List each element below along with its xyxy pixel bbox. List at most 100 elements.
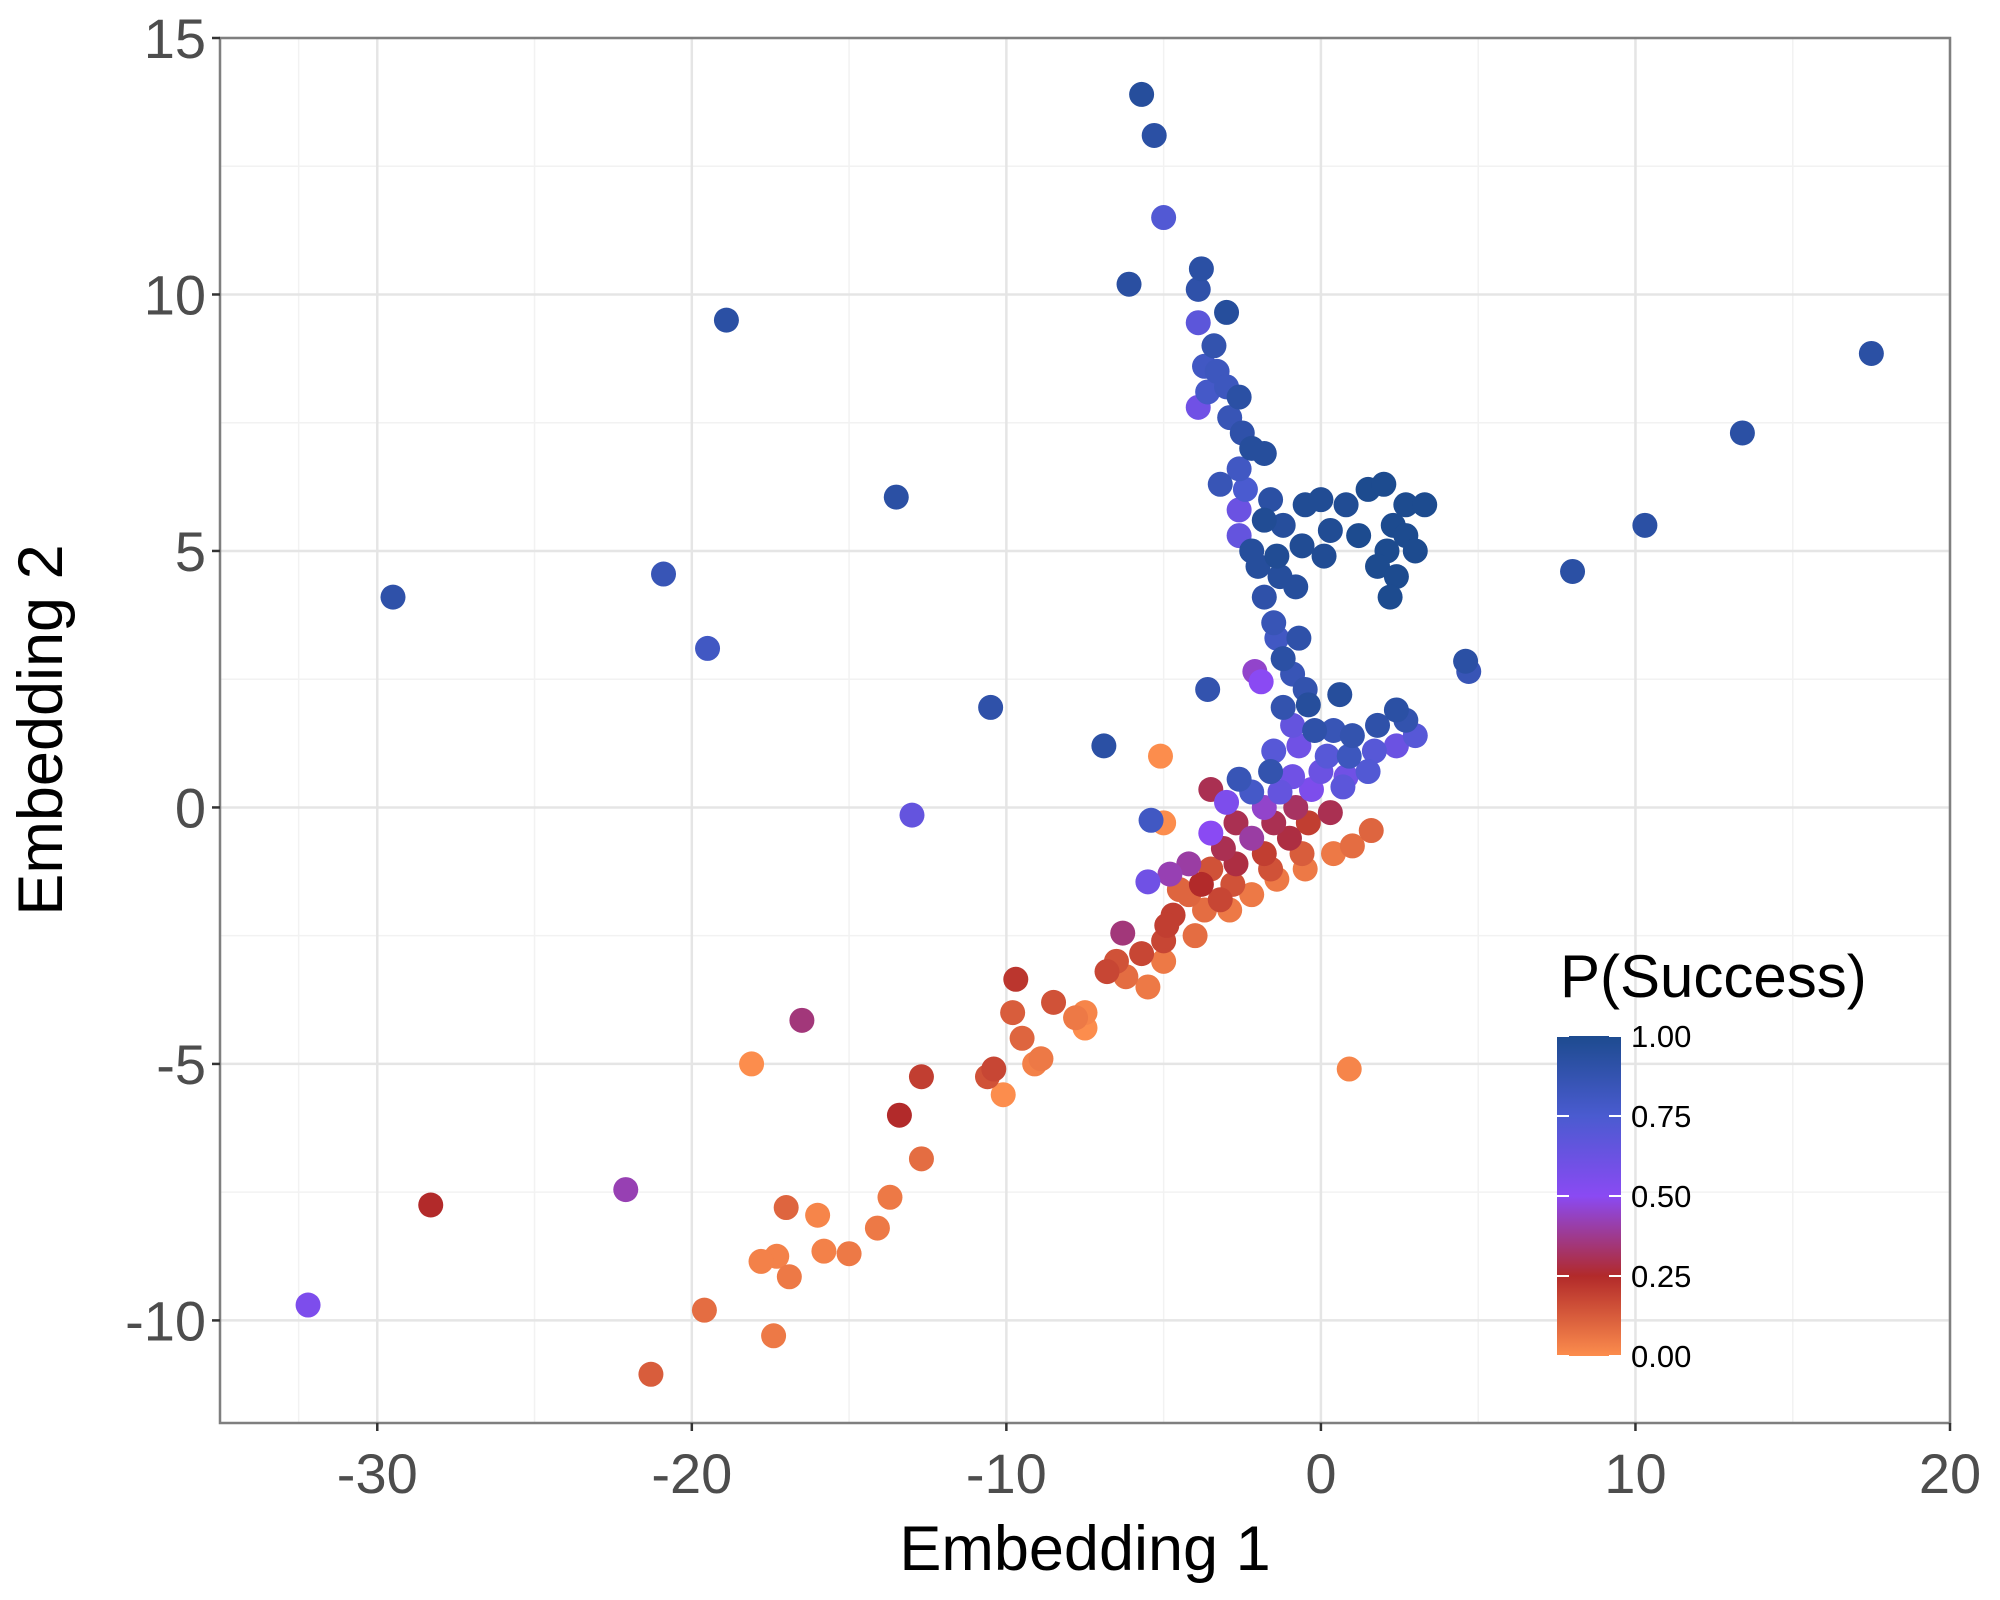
data-point (1009, 1025, 1035, 1051)
plot-panel (220, 38, 1950, 1423)
data-point (1154, 912, 1180, 938)
data-point (1028, 1046, 1054, 1072)
data-point (1383, 733, 1409, 759)
data-point (1289, 533, 1315, 559)
data-point (864, 1215, 890, 1241)
data-point (981, 1056, 1007, 1082)
data-point (1302, 718, 1328, 743)
data-point (1239, 825, 1265, 851)
data-point (1188, 256, 1214, 282)
y-tick-label: 10 (144, 263, 206, 326)
data-point (1141, 122, 1167, 148)
data-point (1336, 1056, 1362, 1082)
data-point (1223, 810, 1249, 836)
data-point (1110, 920, 1136, 946)
data-point (1251, 584, 1277, 610)
data-point (1339, 723, 1365, 749)
data-point (1207, 471, 1233, 497)
data-point (1226, 456, 1252, 482)
data-point (1377, 584, 1403, 610)
data-point (1267, 779, 1293, 805)
data-point (899, 802, 925, 828)
data-point (1239, 882, 1265, 908)
data-point (1003, 966, 1029, 992)
x-tick-label: 20 (1919, 1442, 1981, 1505)
data-point (1041, 989, 1067, 1015)
data-point (1207, 887, 1233, 913)
data-point (1317, 517, 1343, 543)
data-point (877, 1184, 903, 1210)
data-point (1365, 553, 1391, 579)
data-point (1383, 697, 1409, 723)
data-point (1129, 81, 1155, 107)
data-point (1188, 871, 1214, 897)
data-point (1157, 861, 1183, 887)
data-point (638, 1361, 664, 1387)
data-point (776, 1264, 802, 1290)
data-point (1094, 959, 1120, 985)
data-point (1138, 807, 1164, 833)
y-tick-label: 0 (175, 776, 206, 839)
data-point (1276, 825, 1302, 851)
data-point (1327, 682, 1353, 708)
data-point (691, 1297, 717, 1323)
x-tick-label: -30 (337, 1442, 418, 1505)
data-point (1129, 941, 1155, 967)
data-point (773, 1195, 799, 1221)
x-axis: -30 -20 -10 0 10 20 (337, 1423, 1981, 1505)
data-point (1270, 646, 1296, 672)
data-point (1226, 384, 1252, 410)
data-point (990, 1082, 1016, 1108)
data-point (1333, 492, 1359, 518)
data-point (1286, 625, 1312, 651)
x-tick-label: -20 (651, 1442, 732, 1505)
data-point (1320, 718, 1346, 743)
data-point (695, 635, 721, 661)
data-point (1311, 543, 1337, 569)
data-point (1314, 743, 1340, 769)
data-point (1151, 948, 1177, 974)
data-point (1358, 818, 1384, 844)
data-point (1258, 759, 1284, 785)
data-point (789, 1007, 815, 1033)
data-point (1317, 800, 1343, 826)
data-point (1251, 441, 1277, 466)
data-point (1214, 299, 1240, 325)
data-point (1147, 743, 1173, 769)
data-point (295, 1292, 321, 1318)
data-point (1116, 271, 1142, 297)
y-tick-label: -5 (156, 1033, 206, 1096)
colorbar-tick-label: 1.00 (1631, 1019, 1691, 1054)
data-point (1232, 476, 1258, 502)
y-tick-label: -10 (125, 1289, 206, 1352)
data-point (1195, 379, 1221, 405)
data-point (1063, 1005, 1089, 1031)
data-point (978, 694, 1004, 720)
data-point (1295, 692, 1321, 718)
data-point (1185, 310, 1211, 336)
data-point (418, 1192, 444, 1218)
data-points (295, 81, 1884, 1387)
data-point (1182, 923, 1208, 949)
data-point (1270, 694, 1296, 720)
data-point (1371, 471, 1397, 497)
data-point (908, 1064, 934, 1090)
data-point (1091, 733, 1117, 759)
data-point (1283, 574, 1309, 600)
data-point (1226, 497, 1252, 523)
data-point (1245, 553, 1271, 579)
x-tick-label: 0 (1305, 1442, 1336, 1505)
y-tick-label: 5 (175, 520, 206, 583)
colorbar-tick-label: 0.00 (1631, 1339, 1691, 1374)
x-tick-label: 10 (1604, 1442, 1666, 1505)
data-point (836, 1241, 862, 1267)
data-point (1320, 841, 1346, 867)
data-point (1560, 558, 1586, 584)
colorbar-tick-label: 0.25 (1631, 1259, 1691, 1294)
data-point (1412, 492, 1438, 518)
data-point (651, 561, 677, 587)
data-point (739, 1051, 765, 1077)
data-point (380, 584, 406, 610)
data-point (1000, 1000, 1026, 1026)
